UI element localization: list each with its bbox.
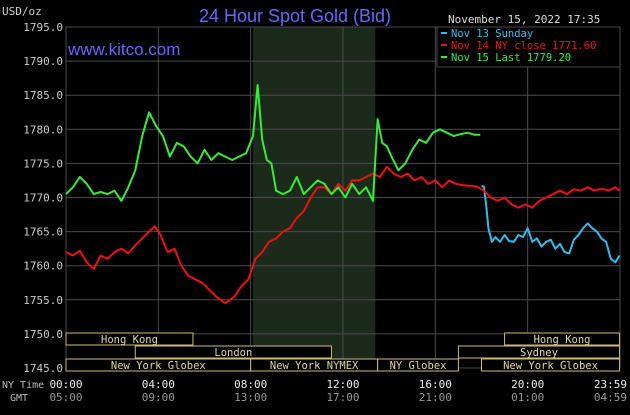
x-tick-label-gmt: 17:00 bbox=[326, 391, 359, 404]
series-line bbox=[65, 84, 481, 202]
y-tick-label: 1795.0 bbox=[23, 21, 63, 34]
x-tick-label-gmt: 09:00 bbox=[142, 391, 175, 404]
x-tick-label-gmt: 05:00 bbox=[49, 391, 82, 404]
x-tick-label-gmt: 04:59 bbox=[594, 391, 627, 404]
session-label: NY Globex bbox=[390, 360, 447, 372]
session-label: Hong Kong bbox=[101, 334, 158, 346]
chart-datetime: November 15, 2022 17:35 bbox=[448, 13, 600, 26]
session-box bbox=[377, 358, 459, 372]
y-tick-label: 1780.0 bbox=[23, 123, 63, 136]
x-tick-label-ny: 08:00 bbox=[234, 378, 267, 391]
x-tick-label-gmt: 21:00 bbox=[419, 391, 452, 404]
session-box bbox=[65, 332, 194, 346]
y-tick-label: 1750.0 bbox=[23, 328, 63, 341]
x-tick-label-ny: 12:00 bbox=[326, 378, 359, 391]
series-line bbox=[481, 184, 621, 264]
y-tick-label: 1785.0 bbox=[23, 89, 63, 102]
session-label: Sydney bbox=[520, 347, 558, 359]
x-axis-ny-row-label: NY Time bbox=[2, 380, 44, 391]
x-tick-label-gmt: 01:00 bbox=[511, 391, 544, 404]
session-label: New York Globex bbox=[503, 360, 598, 372]
x-tick-label-ny: 00:00 bbox=[49, 378, 82, 391]
session-box bbox=[134, 345, 332, 359]
watermark: www.kitco.com bbox=[67, 40, 180, 59]
session-label: Hong Kong bbox=[534, 334, 591, 346]
x-tick-label-ny: 23:59 bbox=[594, 378, 627, 391]
x-axis-gmt-row-label: GMT bbox=[10, 393, 28, 404]
y-tick-label: 1765.0 bbox=[23, 226, 63, 239]
y-tick-label: 1770.0 bbox=[23, 192, 63, 205]
series-line bbox=[65, 165, 621, 305]
legend-label: Nov 15 Last 1779.20 bbox=[451, 52, 571, 64]
legend-label: Nov 13 Sunday bbox=[451, 28, 533, 40]
session-box bbox=[481, 358, 621, 372]
session-box bbox=[504, 332, 621, 346]
x-tick-label-ny: 16:00 bbox=[419, 378, 452, 391]
y-tick-label: 1760.0 bbox=[23, 260, 63, 273]
chart-title: 24 Hour Spot Gold (Bid) bbox=[199, 6, 391, 26]
y-unit-label: USD/oz bbox=[2, 5, 42, 18]
session-label: New York Globex bbox=[111, 360, 206, 372]
session-box bbox=[457, 345, 621, 359]
y-tick-label: 1775.0 bbox=[23, 157, 63, 170]
x-tick-label-ny: 04:00 bbox=[142, 378, 175, 391]
y-tick-label: 1755.0 bbox=[23, 294, 63, 307]
session-label: New York NYMEX bbox=[270, 360, 359, 372]
y-tick-label: 1745.0 bbox=[23, 362, 63, 375]
session-label: London bbox=[214, 347, 252, 359]
y-tick-label: 1790.0 bbox=[23, 55, 63, 68]
x-tick-label-ny: 20:00 bbox=[511, 378, 544, 391]
legend-label: Nov 14 NY close 1771.60 bbox=[451, 40, 596, 52]
legend-box bbox=[436, 26, 621, 68]
x-tick-label-gmt: 13:00 bbox=[234, 391, 267, 404]
